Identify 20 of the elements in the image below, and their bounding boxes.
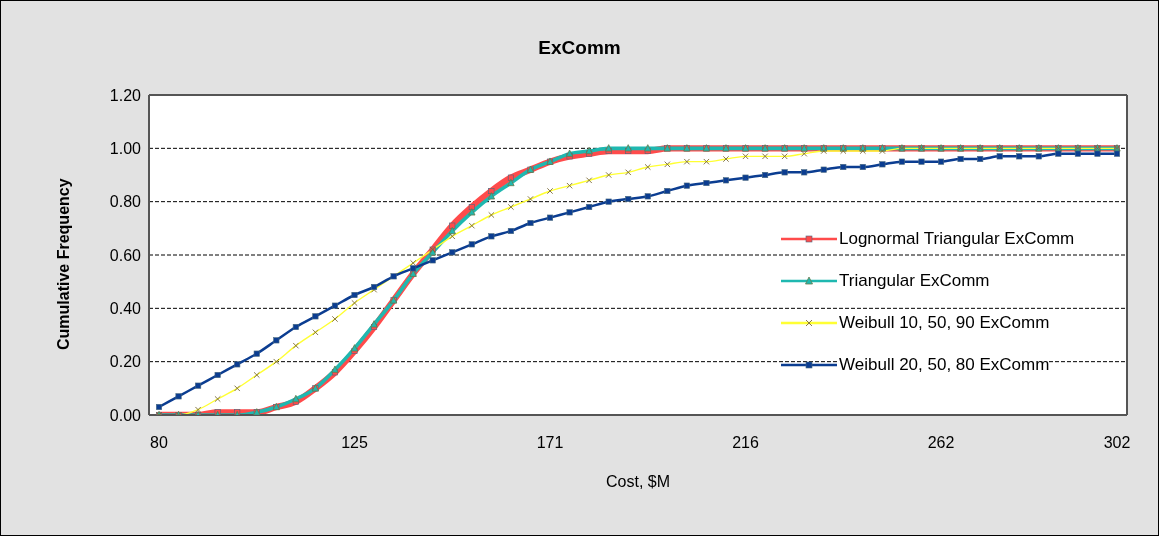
x-tick-label: 216 (732, 434, 759, 452)
y-tick-label: 0.80 (109, 193, 142, 211)
legend-label: Weibull 20, 50, 80 ExComm (839, 355, 1050, 375)
y-tick-label: 1.20 (109, 86, 142, 104)
chart-title: ExComm (537, 37, 622, 59)
x-tick-label: 262 (927, 434, 955, 452)
legend-label: Weibull 10, 50, 90 ExComm (839, 313, 1050, 333)
x-tick-label: 302 (1103, 434, 1131, 452)
x-tick-label: 125 (341, 434, 368, 452)
y-tick-label: 0.00 (109, 406, 142, 424)
x-axis-title: Cost, $M (605, 473, 671, 490)
y-tick-label: 0.40 (109, 300, 142, 318)
legend-label: Triangular ExComm (839, 271, 990, 291)
y-axis-title: Cumulative Frequency (54, 178, 72, 350)
x-tick-label: 171 (536, 434, 564, 452)
y-tick-label: 1.00 (109, 140, 142, 158)
x-tick-label: 80 (150, 434, 168, 452)
legend-label: Lognormal Triangular ExComm (839, 229, 1075, 249)
y-tick-label: 0.60 (109, 246, 142, 264)
y-tick-label: 0.20 (109, 353, 142, 371)
